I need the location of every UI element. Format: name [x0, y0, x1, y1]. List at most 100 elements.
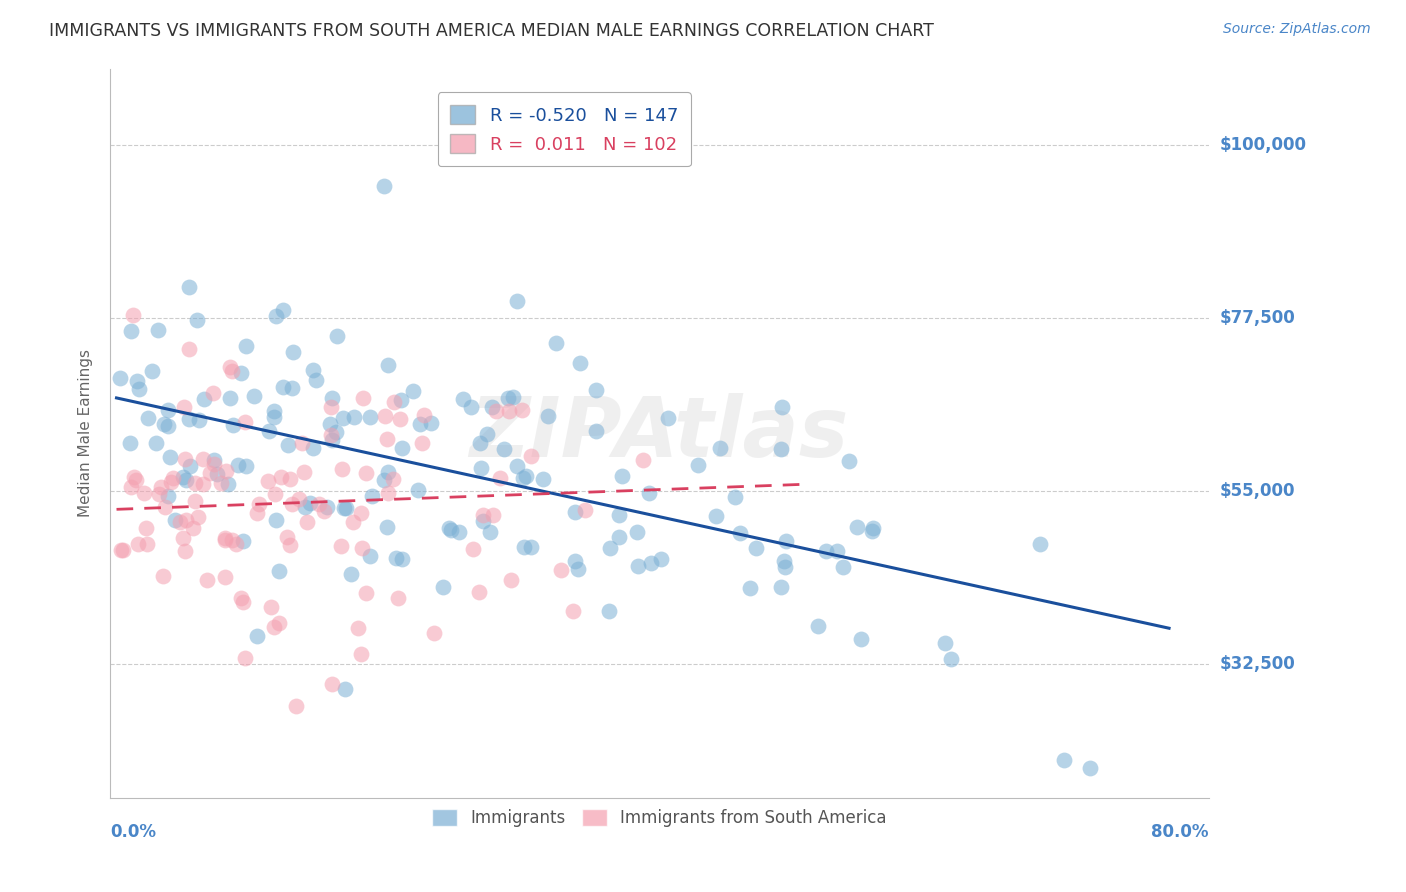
Point [242, 389, 264, 403]
Text: Source: ZipAtlas.com: Source: ZipAtlas.com [1223, 22, 1371, 37]
Point [187, 413, 209, 427]
Point [118, 436, 141, 450]
Point [626, 525, 648, 540]
Point [637, 486, 659, 500]
Point [512, 471, 534, 485]
Point [221, 533, 243, 547]
Point [391, 441, 413, 455]
Point [214, 533, 236, 548]
Point [148, 487, 170, 501]
Point [330, 462, 353, 476]
Point [277, 438, 299, 452]
Point [1053, 753, 1076, 767]
Point [447, 525, 470, 540]
Point [235, 458, 257, 473]
Point [264, 513, 287, 527]
Point [247, 498, 270, 512]
Point [391, 552, 413, 566]
Point [232, 533, 254, 548]
Text: $100,000: $100,000 [1219, 136, 1306, 154]
Point [319, 400, 342, 414]
Point [373, 474, 395, 488]
Point [388, 412, 411, 426]
Point [520, 449, 543, 463]
Point [531, 472, 554, 486]
Point [153, 500, 176, 514]
Point [122, 469, 145, 483]
Point [631, 453, 654, 467]
Point [332, 500, 354, 515]
Point [359, 549, 381, 564]
Point [332, 411, 354, 425]
Text: $32,500: $32,500 [1219, 655, 1295, 673]
Point [276, 530, 298, 544]
Point [561, 603, 583, 617]
Point [342, 516, 364, 530]
Point [112, 542, 135, 557]
Point [598, 604, 620, 618]
Point [838, 454, 860, 468]
Point [193, 451, 215, 466]
Point [172, 531, 194, 545]
Point [125, 473, 148, 487]
Point [354, 466, 377, 480]
Point [377, 358, 399, 372]
Point [294, 500, 316, 515]
Point [302, 363, 325, 377]
Point [281, 381, 304, 395]
Point [288, 491, 311, 506]
Point [832, 560, 855, 574]
Point [177, 411, 200, 425]
Point [520, 540, 543, 554]
Point [506, 294, 529, 309]
Point [186, 313, 208, 327]
Point [314, 504, 336, 518]
Point [374, 409, 396, 424]
Point [157, 402, 180, 417]
Text: ZIPAtlas: ZIPAtlas [470, 392, 849, 474]
Point [845, 520, 868, 534]
Point [173, 451, 195, 466]
Point [214, 570, 236, 584]
Point [770, 442, 793, 456]
Text: 80.0%: 80.0% [1152, 823, 1209, 841]
Point [498, 403, 520, 417]
Point [505, 458, 527, 473]
Point [172, 470, 194, 484]
Point [468, 584, 491, 599]
Point [650, 552, 672, 566]
Point [939, 652, 962, 666]
Point [1078, 761, 1101, 775]
Point [569, 356, 592, 370]
Point [202, 385, 225, 400]
Point [807, 619, 830, 633]
Point [440, 523, 463, 537]
Point [501, 123, 523, 137]
Point [202, 458, 225, 472]
Point [235, 339, 257, 353]
Point [361, 489, 384, 503]
Point [156, 489, 179, 503]
Point [267, 615, 290, 630]
Point [359, 409, 381, 424]
Point [263, 487, 285, 501]
Point [412, 409, 434, 423]
Point [339, 567, 361, 582]
Point [319, 417, 342, 432]
Point [375, 432, 398, 446]
Point [325, 425, 347, 439]
Point [350, 506, 373, 520]
Point [574, 503, 596, 517]
Point [489, 471, 512, 485]
Point [515, 468, 537, 483]
Point [173, 544, 195, 558]
Point [825, 544, 848, 558]
Point [278, 472, 301, 486]
Point [773, 559, 796, 574]
Point [354, 586, 377, 600]
Text: $77,500: $77,500 [1219, 310, 1295, 327]
Point [335, 681, 357, 696]
Point [564, 505, 586, 519]
Point [209, 475, 232, 490]
Point [305, 373, 328, 387]
